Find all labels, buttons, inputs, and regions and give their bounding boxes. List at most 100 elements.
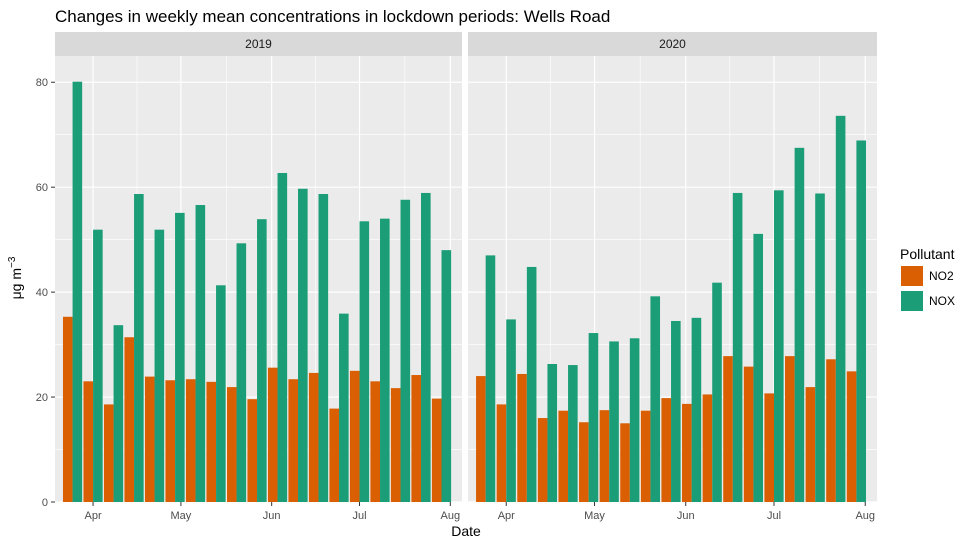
bar-nox <box>526 266 537 502</box>
bar-no2 <box>785 356 795 502</box>
bar-no2 <box>764 393 775 502</box>
bar-no2 <box>620 423 630 502</box>
bar-nox <box>568 365 578 502</box>
y-axis-title-superscript: −3 <box>7 256 18 268</box>
facet-strip <box>55 32 462 56</box>
bar-no2 <box>103 404 114 502</box>
bar-no2 <box>62 316 73 502</box>
bar-nox <box>113 325 124 502</box>
bar-no2 <box>826 359 836 502</box>
bar-no2 <box>370 381 381 502</box>
bar-nox <box>485 255 496 502</box>
y-tick-label: 80 <box>36 77 48 89</box>
bar-nox <box>774 190 784 502</box>
bar-nox <box>712 282 722 502</box>
bar-no2 <box>349 370 360 502</box>
bar-no2 <box>743 366 754 502</box>
bar-nox <box>732 192 743 502</box>
x-tick-label: Apr <box>498 510 515 522</box>
x-tick-label: Aug <box>855 510 875 522</box>
x-tick-label: Aug <box>440 510 460 522</box>
bar-nox <box>794 147 805 502</box>
bar-no2 <box>579 422 589 502</box>
y-tick-label: 0 <box>42 497 48 509</box>
x-axis-title: Date <box>451 523 481 539</box>
x-tick-label: Jul <box>352 510 366 522</box>
bar-nox <box>547 364 558 502</box>
bar-no2 <box>702 394 713 502</box>
chart-title: Changes in weekly mean concentrations in… <box>55 7 610 26</box>
bar-nox <box>154 229 165 502</box>
bar-nox <box>318 193 329 502</box>
legend-label-no2: NO2 <box>929 269 954 283</box>
bar-no2 <box>599 410 610 502</box>
bar-nox <box>421 192 431 502</box>
bar-nox <box>671 320 681 502</box>
bar-nox <box>400 199 411 502</box>
bar-no2 <box>308 372 319 502</box>
bar-no2 <box>390 388 401 502</box>
bar-nox <box>629 338 640 502</box>
bar-nox <box>134 193 144 502</box>
bar-nox <box>236 243 247 502</box>
facet-strip-label: 2020 <box>659 37 686 51</box>
bar-nox <box>216 285 226 502</box>
bar-no2 <box>682 403 692 502</box>
bar-no2 <box>288 379 299 502</box>
facet-strip-label: 2019 <box>245 37 272 51</box>
bar-nox <box>441 250 452 502</box>
legend-title: Pollutant <box>900 246 955 262</box>
x-tick-label: May <box>171 510 192 522</box>
bar-nox <box>339 313 349 502</box>
bar-nox <box>609 341 619 502</box>
y-tick-label: 60 <box>36 182 48 194</box>
bar-nox <box>815 193 825 502</box>
x-tick-label: Jun <box>677 510 695 522</box>
bar-no2 <box>267 367 278 502</box>
legend-entries: NO2 NOX <box>901 266 955 311</box>
bar-nox <box>175 212 185 502</box>
bar-nox <box>650 296 661 502</box>
bar-nox <box>588 333 599 502</box>
bar-no2 <box>144 376 155 502</box>
bar-nox <box>856 140 867 502</box>
bar-nox <box>195 205 206 502</box>
bar-no2 <box>329 408 340 502</box>
bar-no2 <box>226 387 237 502</box>
bar-no2 <box>661 398 672 502</box>
bar-no2 <box>206 381 217 502</box>
bar-no2 <box>640 410 651 502</box>
bar-nox <box>691 317 702 502</box>
bar-no2 <box>723 356 733 502</box>
y-tick-label: 40 <box>36 287 48 299</box>
bar-no2 <box>496 404 507 502</box>
bar-no2 <box>537 418 548 502</box>
legend: Pollutant NO2 NOX <box>900 246 955 311</box>
bar-nox <box>277 173 288 503</box>
bar-nox <box>72 81 83 503</box>
bar-no2 <box>165 380 176 502</box>
x-tick-label: Jul <box>767 510 781 522</box>
facet-panel-2020: 2020 Apr May Jun Jul Aug <box>468 32 877 522</box>
bar-nox <box>380 218 390 503</box>
bar-no2 <box>517 373 527 502</box>
bar-no2 <box>247 399 258 502</box>
legend-key-nox <box>901 291 923 311</box>
bar-no2 <box>558 410 569 502</box>
bar-no2 <box>185 379 196 502</box>
y-axis-title: μg m−3 <box>7 256 24 299</box>
y-tick-label: 20 <box>36 392 48 404</box>
bar-no2 <box>846 371 857 502</box>
bar-nox <box>835 115 846 502</box>
bar-nox <box>506 319 516 502</box>
bar-no2 <box>124 337 135 502</box>
bar-no2 <box>411 375 422 502</box>
facet-panel-2019: 2019 Apr May Jun Jul Aug <box>55 32 462 522</box>
x-tick-label: Apr <box>85 510 102 522</box>
legend-key-no2 <box>901 266 923 286</box>
bar-nox <box>93 229 103 502</box>
y-axis: 0 20 40 60 80 <box>36 77 55 509</box>
bar-nox <box>753 233 764 502</box>
bar-nox <box>298 188 308 502</box>
